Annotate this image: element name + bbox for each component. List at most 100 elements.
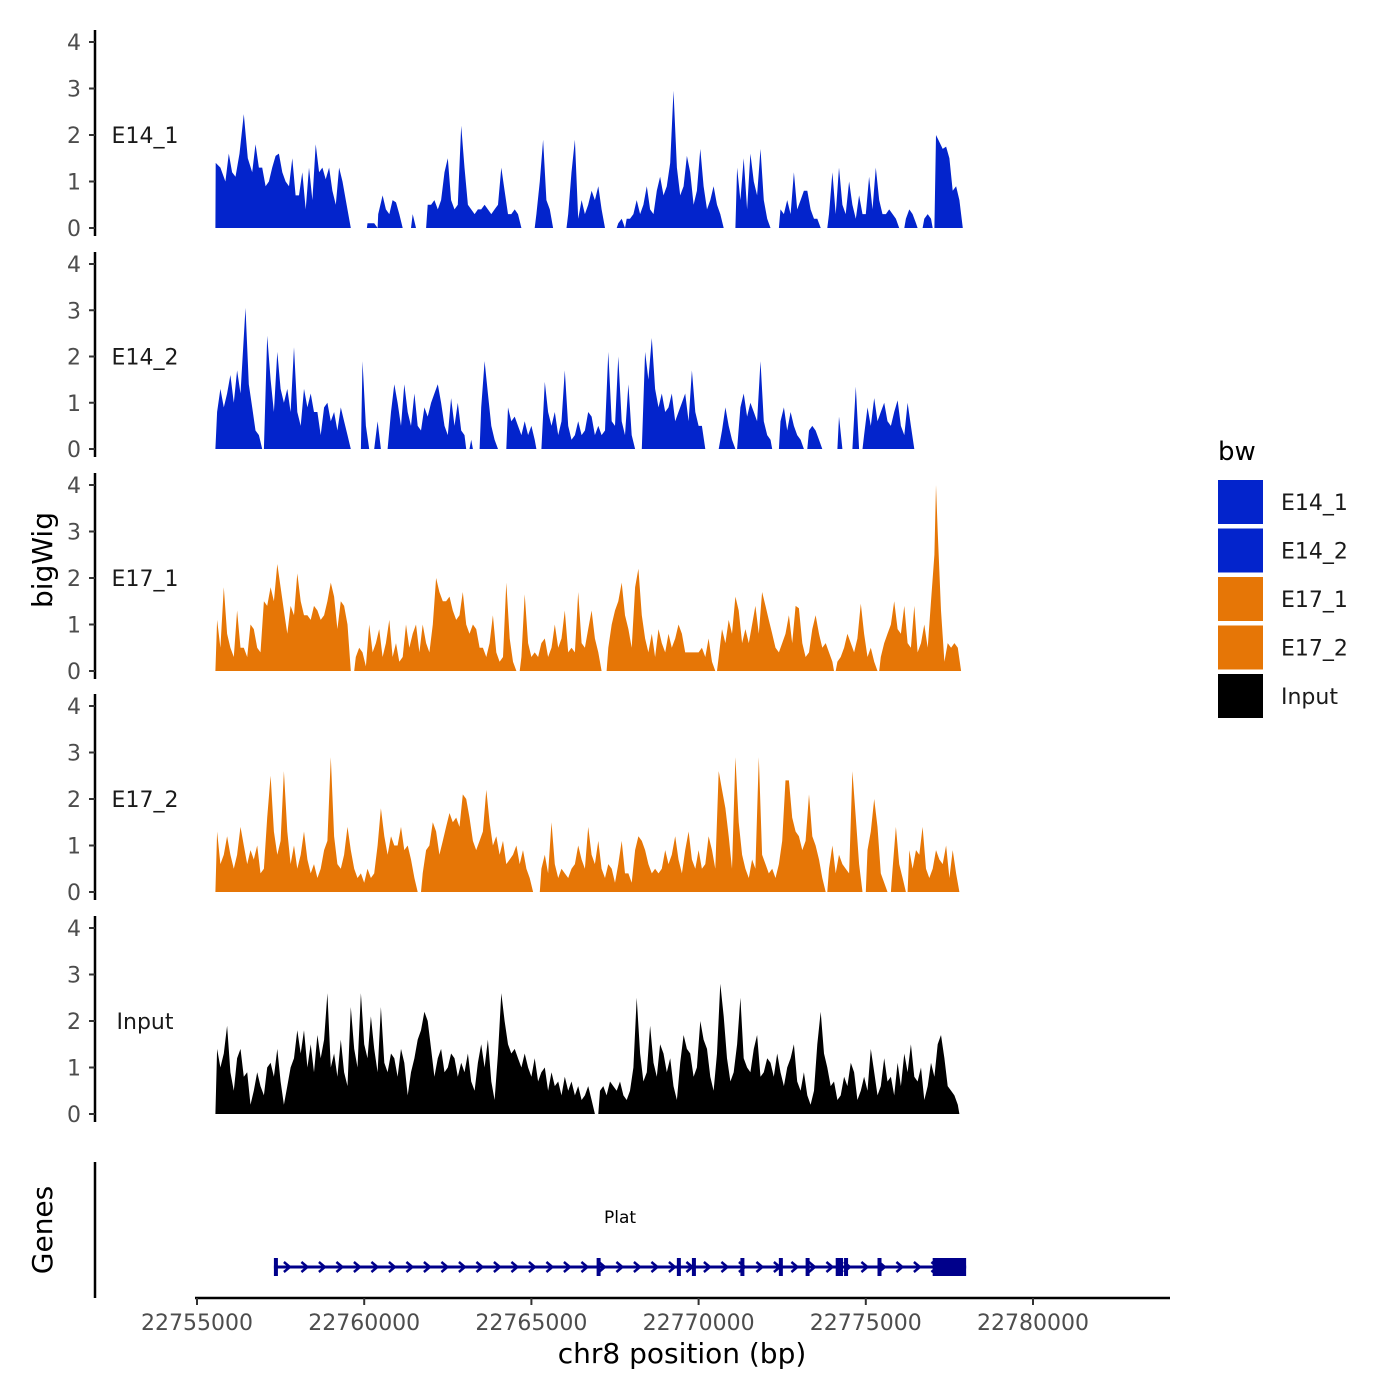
exon-block — [273, 1258, 278, 1276]
y-tick-label: 3 — [67, 78, 81, 103]
track-label: E14_2 — [112, 346, 179, 371]
y-tick-label: 0 — [67, 438, 81, 463]
gene-panel-title: Genes — [26, 1186, 59, 1274]
y-tick-label: 2 — [67, 124, 81, 149]
y-tick-label: 2 — [67, 1010, 81, 1035]
legend-item: E14_1 — [1218, 480, 1348, 524]
strand-arrow — [650, 1261, 660, 1273]
y-tick-label: 0 — [67, 1103, 81, 1128]
x-axis: 22755000 22760000 22765000 22770000 22775000… — [141, 1296, 1170, 1336]
strand-arrow — [633, 1261, 642, 1273]
strand-arrow — [668, 1261, 677, 1273]
tracks-layer: 0 1 2 3 4 E14_1 0 1 2 3 4 E14_2 0 1 2 3 4 E17_1 0 1 2 3 4 E17_2… — [67, 30, 963, 1128]
y-tick-label: 2 — [67, 346, 81, 371]
exon-block — [778, 1258, 783, 1276]
y-tick-label: 0 — [67, 881, 81, 906]
y-axis-title: bigWig — [26, 512, 59, 608]
exon-block — [596, 1258, 601, 1276]
legend-label: E14_2 — [1281, 540, 1348, 565]
gene-name-label: Plat — [604, 1208, 636, 1228]
legend-label: E17_2 — [1281, 637, 1348, 662]
strand-arrow — [283, 1261, 292, 1273]
y-tick-label: 0 — [67, 217, 81, 242]
legend-item: Input — [1218, 674, 1338, 718]
strand-arrow — [580, 1261, 590, 1273]
legend-item: E14_2 — [1218, 528, 1348, 573]
track-label: E17_1 — [112, 567, 179, 592]
strand-arrow — [808, 1261, 817, 1273]
track-label: E17_2 — [112, 788, 179, 813]
y-tick-label: 4 — [67, 253, 81, 278]
legend-swatch — [1218, 577, 1263, 621]
strand-arrow — [755, 1261, 765, 1273]
y-tick-label: 2 — [67, 567, 81, 592]
x-tick-label: 22765000 — [475, 1311, 587, 1336]
legend-title: bw — [1218, 437, 1256, 467]
y-tick-label: 4 — [67, 31, 81, 56]
track-e14-1: 0 1 2 3 4 E14_1 — [67, 30, 963, 242]
y-tick-label: 1 — [67, 392, 81, 417]
track-label: Input — [117, 1010, 174, 1035]
y-tick-label: 4 — [67, 917, 81, 942]
track-e17-2: 0 1 2 3 4 E17_2 — [67, 694, 960, 906]
strand-arrow — [790, 1261, 800, 1273]
exon-block — [839, 1258, 844, 1276]
strand-arrow — [440, 1261, 450, 1273]
strand-arrow — [335, 1261, 345, 1273]
strand-arrow — [528, 1261, 537, 1273]
legend-label: E17_1 — [1281, 588, 1348, 613]
strand-arrow — [598, 1261, 607, 1273]
x-tick-label: 22760000 — [308, 1311, 420, 1336]
exon-block — [676, 1258, 681, 1276]
exon-block — [844, 1258, 849, 1276]
y-tick-label: 4 — [67, 695, 81, 720]
exon-block — [877, 1258, 882, 1276]
strand-arrow — [353, 1261, 362, 1273]
strand-arrow — [458, 1261, 467, 1273]
strand-arrow — [405, 1261, 415, 1273]
y-tick-label: 2 — [67, 788, 81, 813]
y-tick-label: 4 — [67, 474, 81, 499]
gene-panel: Plat — [93, 1162, 967, 1298]
strand-arrow — [388, 1261, 397, 1273]
legend: bw E14_1 E14_2 E17_1 E17_2 Input — [1218, 437, 1348, 718]
strand-arrow — [545, 1261, 555, 1273]
y-tick-label: 1 — [67, 614, 81, 639]
x-tick-label: 22775000 — [810, 1311, 922, 1336]
strand-arrow — [475, 1261, 485, 1273]
strand-arrow — [913, 1261, 922, 1273]
x-tick-label: 22755000 — [141, 1311, 253, 1336]
exon-block — [805, 1258, 810, 1276]
strand-arrow — [510, 1261, 520, 1273]
x-axis-title: chr8 position (bp) — [558, 1337, 807, 1370]
y-tick-label: 1 — [67, 1057, 81, 1082]
legend-swatch — [1218, 528, 1263, 573]
strand-arrow — [493, 1261, 502, 1273]
legend-item: E17_2 — [1218, 625, 1348, 670]
track-label: E14_1 — [112, 124, 179, 149]
track-input: 0 1 2 3 4 Input — [67, 916, 960, 1128]
legend-label: Input — [1281, 685, 1338, 710]
legend-swatch — [1218, 625, 1263, 670]
exon-block — [932, 1258, 967, 1276]
coverage-area — [215, 757, 960, 892]
strand-arrow — [300, 1261, 310, 1273]
coverage-area — [215, 90, 963, 228]
legend-swatch — [1218, 674, 1263, 718]
strand-arrow — [615, 1261, 625, 1273]
strand-arrow — [895, 1261, 905, 1273]
strand-arrow — [720, 1261, 730, 1273]
y-tick-label: 1 — [67, 171, 81, 196]
strand-arrow — [825, 1261, 835, 1273]
strand-arrow — [703, 1261, 712, 1273]
exon-block — [835, 1258, 840, 1276]
exon-block — [691, 1258, 696, 1276]
track-e14-2: 0 1 2 3 4 E14_2 — [67, 252, 915, 463]
legend-item: E17_1 — [1218, 577, 1348, 621]
y-tick-label: 3 — [67, 964, 81, 989]
strand-arrow — [563, 1261, 572, 1273]
exon-block — [740, 1258, 745, 1276]
strand-arrow — [860, 1261, 870, 1273]
y-tick-label: 3 — [67, 742, 81, 767]
